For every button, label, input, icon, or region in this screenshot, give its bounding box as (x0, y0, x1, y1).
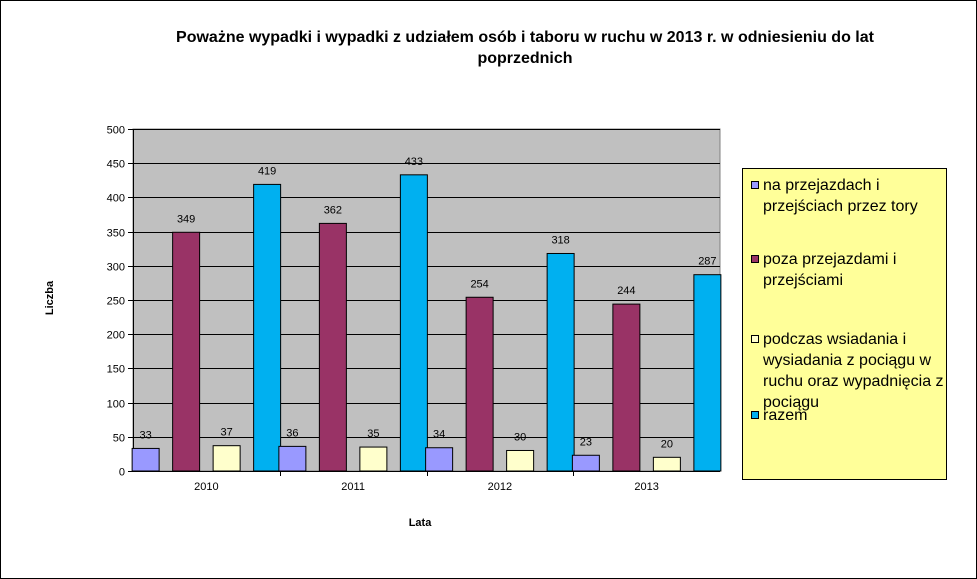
chart-legend: na przejazdach i przejściach przez tory … (742, 168, 947, 480)
data-label: 287 (698, 256, 716, 268)
bar (399, 174, 428, 472)
y-tick-label: 450 (107, 159, 125, 171)
data-label: 37 (221, 427, 233, 439)
bar (131, 447, 160, 472)
y-tick-label: 300 (107, 262, 125, 274)
x-tick-label: 2013 (634, 481, 658, 493)
legend-swatch (751, 255, 759, 263)
data-label: 33 (140, 429, 152, 441)
legend-swatch (751, 335, 759, 343)
data-label: 433 (405, 156, 423, 168)
y-tick-label: 0 (119, 467, 125, 479)
data-label: 419 (258, 165, 276, 177)
y-tick-label: 500 (107, 125, 125, 137)
bar (212, 445, 241, 472)
bar (318, 222, 347, 472)
legend-swatch (751, 181, 759, 189)
data-label: 34 (433, 429, 445, 441)
legend-swatch (751, 411, 759, 419)
y-tick-label: 150 (107, 364, 125, 376)
bar (506, 449, 535, 472)
y-axis-label: Liczba (44, 280, 56, 316)
data-label: 349 (177, 213, 195, 225)
x-tick-label: 2011 (341, 481, 365, 493)
bar (693, 274, 722, 472)
legend-label: na przejazdach i przejściach przez tory (763, 177, 918, 215)
data-label: 36 (286, 427, 298, 439)
data-label: 35 (367, 428, 379, 440)
x-tick-label: 2010 (194, 481, 218, 493)
y-tick-label: 200 (107, 330, 125, 342)
y-tick-label: 250 (107, 296, 125, 308)
bar (278, 445, 307, 472)
legend-label: podczas wsiadania i wysiadania z pociągu… (763, 331, 944, 411)
bar (465, 296, 494, 472)
data-label: 362 (324, 204, 342, 216)
bar (612, 303, 641, 472)
data-label: 254 (470, 278, 488, 290)
y-tick-label: 50 (113, 433, 125, 445)
bar (172, 231, 201, 472)
data-label: 23 (580, 436, 592, 448)
legend-label: poza przejazdami i przejściami (763, 251, 897, 289)
bar (359, 446, 388, 472)
chart-title: Poważne wypadki i wypadki z udziałem osó… (176, 29, 874, 67)
bar (546, 252, 575, 472)
legend-label: razem (763, 407, 808, 424)
bar (253, 183, 282, 472)
bar (571, 454, 600, 472)
y-tick-label: 400 (107, 193, 125, 205)
data-label: 20 (661, 438, 673, 450)
bar (652, 456, 681, 472)
y-tick-label: 350 (107, 228, 125, 240)
data-label: 30 (514, 431, 526, 443)
y-tick-label: 100 (107, 399, 125, 411)
bar (425, 447, 454, 472)
x-tick-label: 2012 (488, 481, 512, 493)
x-axis-label: Lata (408, 517, 432, 529)
data-label: 244 (617, 285, 635, 297)
data-label: 318 (551, 234, 569, 246)
